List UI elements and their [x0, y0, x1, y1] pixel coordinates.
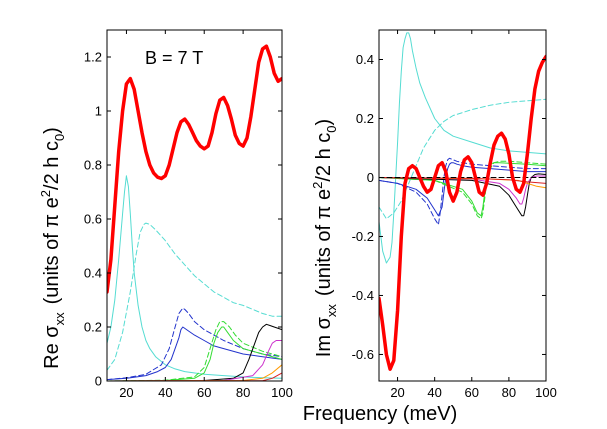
im-xtick-label: 20 [390, 385, 404, 400]
im-ytick-label: -0.6 [352, 347, 374, 362]
im-series-red-thin [379, 177, 546, 184]
re-series-green-dashed [107, 321, 282, 381]
re-xtick-label: 100 [271, 385, 293, 400]
im-ytick-label: 0 [367, 170, 374, 185]
im-series-blue-dashed [379, 157, 546, 226]
re-ylabel-units-a: (units of π e [41, 197, 63, 304]
shared-xlabel: Frequency (meV) [303, 403, 458, 425]
im-xtick-label: 100 [535, 385, 557, 400]
re-xtick-label: 80 [236, 385, 250, 400]
re-field-annotation: B = 7 T [145, 48, 203, 68]
re-series-blue-solid [107, 326, 282, 381]
re-series-black-solid [107, 323, 282, 381]
im-xtick-label: 40 [427, 385, 441, 400]
im-series-green-dashed [379, 160, 546, 220]
re-ytick-label: 0.8 [84, 158, 102, 173]
re-ylabel-units-b: /2 h c [41, 141, 63, 190]
re-xtick-label: 20 [119, 385, 133, 400]
im-ytick-label: 0.2 [356, 111, 374, 126]
im-series-cyan-solid [379, 32, 546, 264]
im-ytick-label: -0.2 [352, 229, 374, 244]
re-series-blue-dashed [107, 307, 282, 381]
im-ylabel-prefix: Im σ [313, 316, 335, 357]
re-ticks-group: 20 40 60 80 100 0 0.2 0.4 0.6 0.8 1 1.2 [84, 30, 293, 400]
im-ylabel: Im σxx (units of π e2/2 h c0) [310, 119, 339, 357]
re-ytick-label: 0.2 [84, 320, 102, 335]
re-ylabel-units-c: ) [41, 127, 63, 134]
im-ylabel-units-sup: 2 [310, 182, 325, 189]
re-xtick-label: 40 [158, 385, 172, 400]
re-series-magenta-solid [107, 340, 282, 381]
re-ytick-label: 0.6 [84, 212, 102, 227]
im-ytick-label: 0.4 [356, 52, 374, 67]
re-axes-frame [106, 29, 283, 382]
im-ytick-label: -0.4 [352, 288, 374, 303]
re-series-total [107, 44, 282, 294]
im-ylabel-units-b: /2 h c [313, 133, 335, 182]
im-ylabel-units-sub: 0 [324, 125, 339, 132]
re-ytick-label: 1 [95, 104, 102, 119]
re-ylabel-units-sub: 0 [52, 134, 67, 141]
re-ylabel-sub: xx [52, 312, 67, 326]
re-xtick-label: 60 [197, 385, 211, 400]
im-xtick-label: 80 [502, 385, 516, 400]
re-series-cyan-dashed [107, 222, 282, 371]
im-series-blue-solid [379, 162, 546, 217]
im-ylabel-units-a: (units of π e [313, 189, 335, 296]
re-series-green-solid [107, 326, 282, 381]
im-series-group [379, 32, 546, 371]
re-ytick-label: 0.4 [84, 266, 102, 281]
im-ylabel-units-c: ) [313, 119, 335, 126]
re-ylabel: Re σxx (units of π e2/2 h c0) [38, 127, 67, 369]
re-series-cyan-solid [107, 175, 282, 379]
im-ylabel-sub: xx [324, 304, 339, 318]
im-axes-frame [378, 29, 547, 382]
re-ylabel-prefix: Re σ [41, 325, 63, 369]
re-ylabel-units-sup: 2 [38, 190, 53, 197]
im-panel: 20 40 60 80 100-0.6-0.4-0.200.20.4 Im σxx(un… [310, 29, 557, 400]
im-series-total [379, 54, 546, 371]
im-series-black-solid [379, 173, 546, 217]
re-ytick-label: 1.2 [84, 50, 102, 65]
im-xtick-label: 60 [465, 385, 479, 400]
im-ticks-group: 20 40 60 80 100 -0.6 -0.4 -0.2 0 0.2 0.4 [352, 30, 557, 400]
re-ytick-label: 0 [95, 374, 102, 389]
